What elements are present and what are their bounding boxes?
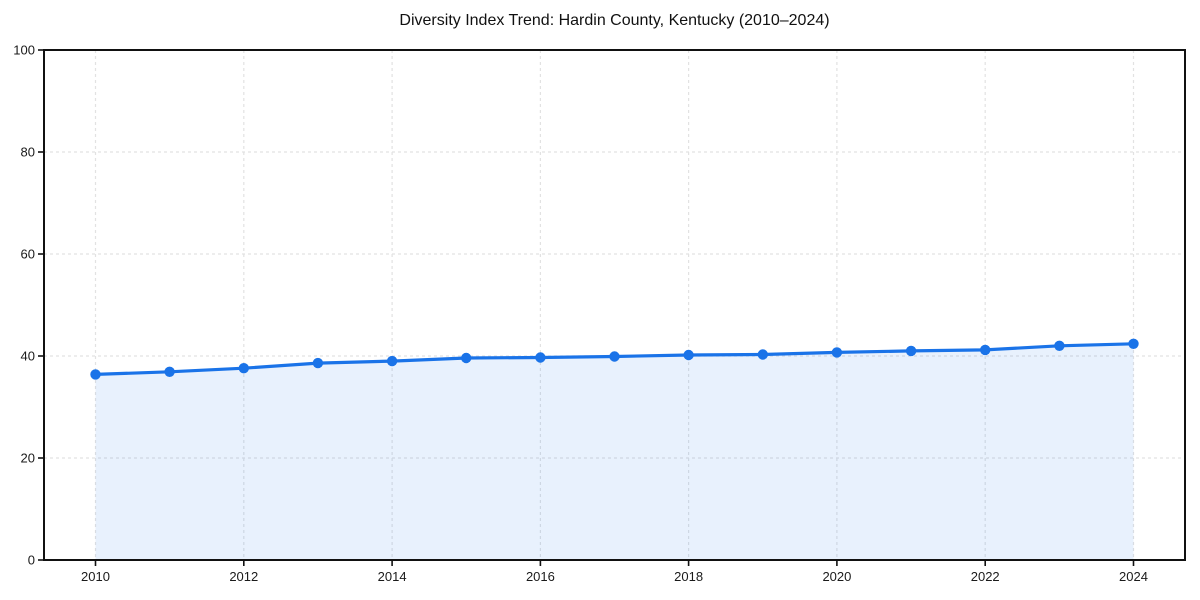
y-tick-label: 80 <box>21 145 35 160</box>
data-point-2019 <box>757 349 768 360</box>
data-point-2021 <box>905 345 917 357</box>
data-point-2024 <box>1128 338 1139 349</box>
data-point-2012 <box>238 363 249 374</box>
x-tick-label: 2016 <box>526 569 555 584</box>
data-point-2023 <box>1054 340 1065 351</box>
data-point-2020 <box>831 347 843 358</box>
chart-area <box>95 343 1134 560</box>
data-point-2011 <box>164 366 175 377</box>
data-point-2017 <box>609 351 620 362</box>
x-tick-label: 2014 <box>378 569 407 584</box>
plot-border <box>43 49 1186 561</box>
chart-title: Diversity Index Trend: Hardin County, Ke… <box>399 12 830 29</box>
x-tick-label: 2024 <box>1119 569 1148 584</box>
y-tick-label: 60 <box>21 247 35 262</box>
x-tick-label: 2020 <box>822 569 851 584</box>
data-point-2018 <box>683 349 694 361</box>
x-tick-label: 2018 <box>674 569 703 584</box>
data-point-2013 <box>312 357 324 369</box>
x-tick-label: 2012 <box>229 569 258 584</box>
data-point-2022 <box>980 344 991 356</box>
y-tick-label: 100 <box>13 43 35 58</box>
data-point-2010 <box>90 369 101 380</box>
data-point-2015 <box>461 352 472 364</box>
data-point-2014 <box>386 355 398 367</box>
data-point-2016 <box>535 352 546 363</box>
y-tick-label: 40 <box>21 349 35 364</box>
y-tick-label: 0 <box>28 553 35 568</box>
y-tick-label: 20 <box>21 451 35 466</box>
x-tick-label: 2022 <box>971 569 1000 584</box>
x-tick-label: 2010 <box>81 569 110 584</box>
